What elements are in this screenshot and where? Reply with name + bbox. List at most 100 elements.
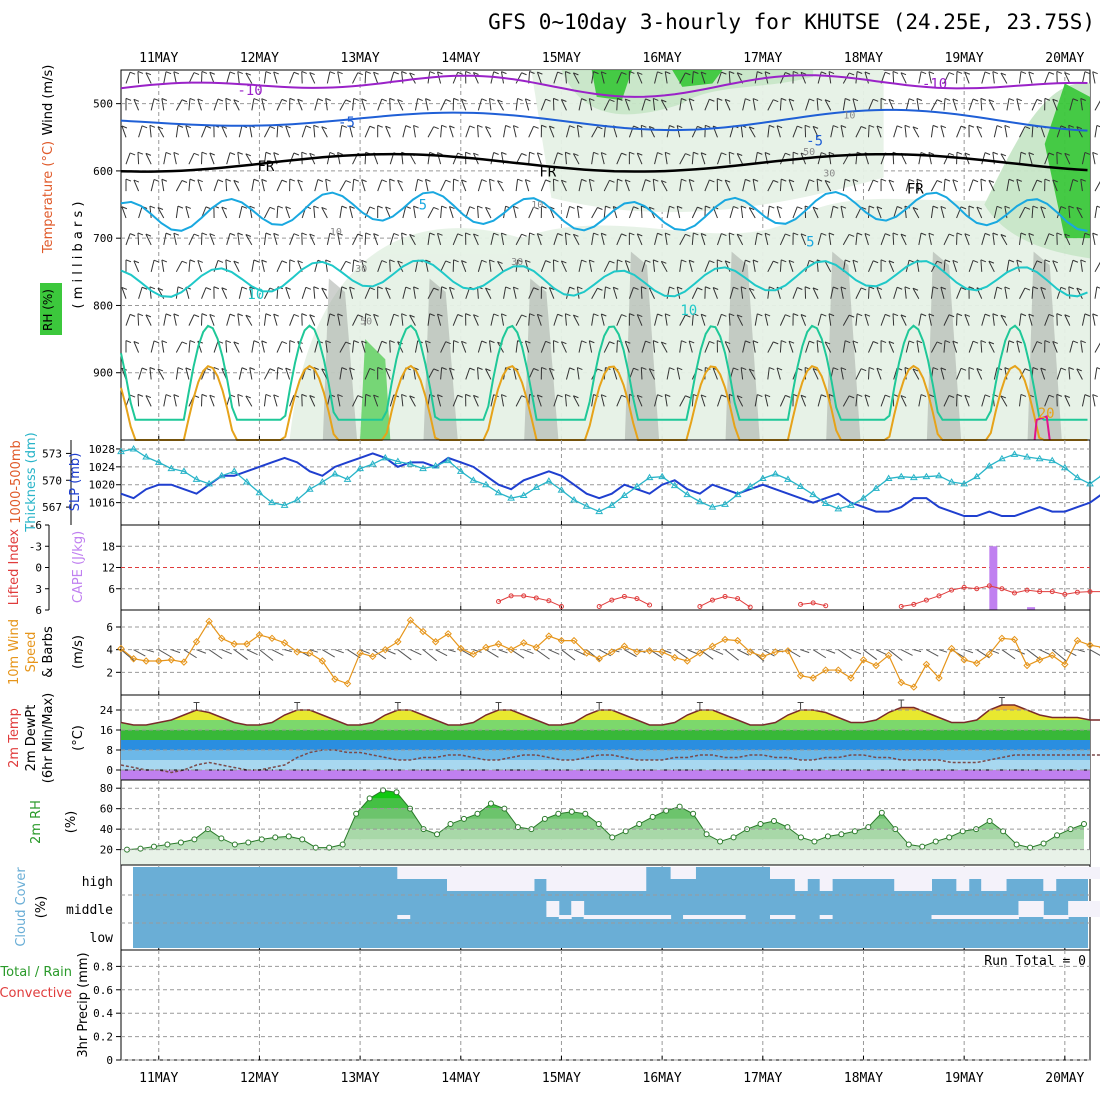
wind-barb-flag: [405, 205, 411, 209]
wind-barb-flag: [972, 98, 979, 102]
thickness-point: [154, 458, 163, 465]
wind-barb-flag: [577, 367, 583, 371]
wind-barb-flag: [860, 206, 867, 210]
wind-barb-flag: [677, 125, 683, 128]
wind-barb: [285, 125, 291, 138]
wind-barb-flag: [968, 124, 975, 128]
wind-barb-flag: [637, 314, 643, 318]
wind-barb: [892, 71, 895, 84]
wind-barb-flag: [337, 232, 343, 236]
cloud-clear-middle-partial: [782, 915, 796, 919]
wind-barb-flag: [281, 341, 288, 345]
wind-barb-flag: [357, 233, 363, 237]
wind-barb: [660, 99, 668, 111]
wind-barb: [401, 394, 404, 407]
wind-barb: [855, 71, 858, 84]
wind-barb-flag: [225, 340, 232, 344]
wind-barb: [188, 179, 191, 192]
wind-barb-flag: [1072, 98, 1079, 102]
wind-barb-flag: [788, 340, 795, 344]
wind-barb-flag: [309, 395, 315, 398]
wind-barb-flag: [625, 179, 631, 183]
y-tick-label: 20: [100, 844, 113, 857]
wind-barb: [452, 152, 459, 165]
rh-contour-label: 50: [803, 147, 815, 158]
wind-barb-flag: [533, 368, 539, 371]
wind-barb-flag: [769, 286, 775, 290]
wind-barb-10m: [989, 649, 1000, 654]
wind-barb: [736, 153, 744, 165]
wind-barb-flag: [525, 340, 531, 344]
thickness-point: [947, 478, 956, 485]
wind-barb-10m: [926, 649, 939, 657]
wind-barb: [876, 368, 882, 380]
li-point: [949, 587, 955, 593]
wind-barb-flag: [245, 153, 252, 157]
cloud-clear-middle-partial: [943, 915, 957, 919]
cloud-clear-high-partial: [943, 867, 957, 879]
wind-barb-flag: [277, 367, 284, 370]
wind-barb: [1080, 340, 1083, 353]
cloud-clear-high: [894, 867, 908, 891]
wind-barb-flag: [1076, 206, 1082, 210]
wind-speed-point: [696, 649, 704, 657]
wind-barb: [352, 72, 359, 84]
wind-barb-10m: [448, 649, 456, 653]
wind-barb: [788, 179, 794, 192]
wind-barb-flag: [269, 206, 276, 210]
wind-barb: [992, 71, 995, 84]
temperature-band: [121, 705, 1090, 710]
wind-barb-flag: [1080, 340, 1086, 344]
wind-barb-flag: [940, 367, 947, 371]
wind-barb-flag: [269, 368, 276, 372]
wind-barb: [1019, 126, 1026, 138]
wind-barb: [440, 341, 447, 353]
rh-band: [127, 818, 1084, 830]
wind-barb: [588, 179, 593, 192]
wind-barb-flag: [345, 341, 351, 345]
wind-barb-flag: [309, 233, 315, 237]
wind-barb: [636, 72, 643, 84]
wind-barb: [321, 287, 328, 299]
wind-barb-flag: [529, 71, 535, 74]
wind-barb-flag: [425, 340, 431, 344]
wind-barb-flag: [1004, 205, 1011, 209]
wind-barb: [321, 126, 328, 138]
wind-barb-flag: [840, 367, 847, 371]
wind-barb: [980, 98, 983, 111]
wind-speed-point: [633, 648, 641, 656]
wind-barb: [477, 98, 483, 111]
wind-barb-flag: [845, 259, 851, 263]
wind-speed-point: [960, 656, 968, 664]
wind-barb: [779, 395, 786, 407]
wind-barb: [488, 98, 492, 111]
wind-barb-flag: [177, 205, 184, 209]
y-tick-label: 40: [100, 823, 113, 836]
y-tick-label: 80: [100, 782, 113, 795]
wind-barb: [297, 99, 303, 111]
thickness-point: [570, 495, 578, 503]
date-label-top: 19MAY: [945, 51, 984, 66]
wind-barb: [1019, 287, 1026, 299]
wind-barb-flag: [653, 259, 659, 263]
wind-barb-flag: [693, 232, 699, 236]
wind-barb-flag: [960, 287, 967, 291]
wind-barb-flag: [1092, 394, 1098, 398]
wind-barb-flag: [685, 72, 691, 76]
y-label-precip-total: Total / Rain: [0, 965, 72, 980]
wind-barb-flag: [800, 394, 807, 398]
wind-barb-flag: [301, 232, 307, 236]
wind-barb: [852, 98, 857, 111]
wind-barb: [842, 98, 846, 111]
thickness-point: [356, 464, 364, 472]
wind-barb-flag: [800, 152, 807, 156]
cloud-clear-high-partial: [832, 867, 846, 879]
temperature-contour-label: 10: [247, 287, 264, 303]
wind-barb: [249, 286, 253, 299]
cloud-clear-high: [620, 867, 634, 891]
wind-barb-flag: [449, 367, 455, 371]
wind-barb-flag: [489, 97, 495, 101]
wind-barb-flag: [165, 313, 172, 317]
wind-barb: [1004, 286, 1008, 299]
wind-barb-10m: [523, 649, 534, 655]
